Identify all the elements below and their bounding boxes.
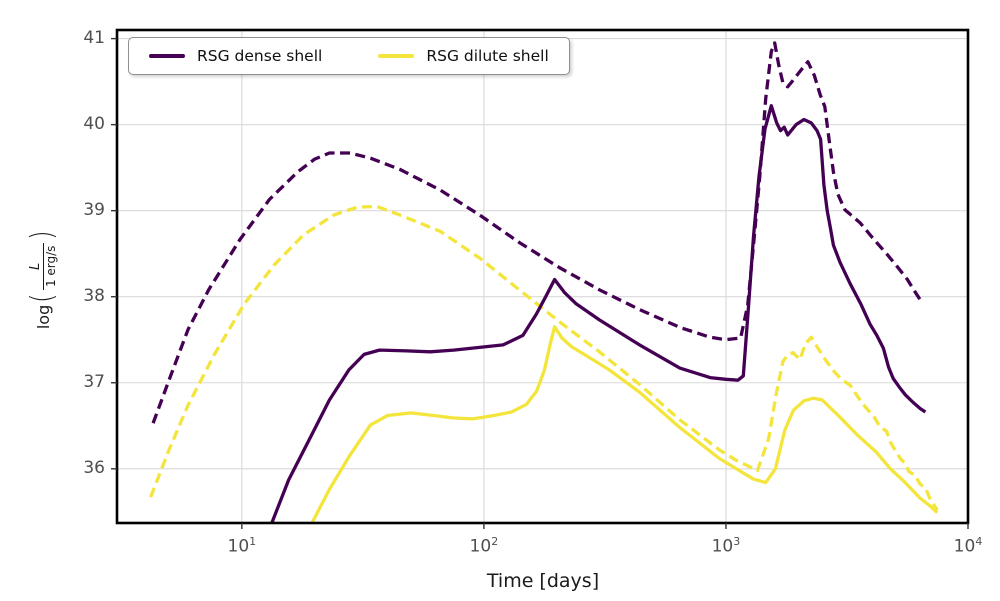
- dilute-shell-line-swatch: [378, 54, 415, 58]
- fraction-denominator: 1 erg/s: [42, 242, 58, 291]
- plot-frame: [115, 28, 970, 525]
- x-tick-label: 101: [227, 535, 257, 557]
- x-tick-label: 103: [711, 535, 741, 557]
- dense-shell-line-swatch: [149, 54, 185, 58]
- x-tick-label: 104: [953, 535, 983, 557]
- curve-rsg-dense-shell-dashed: [151, 41, 924, 424]
- open-paren: (: [25, 293, 60, 303]
- y-tick-label: 39: [83, 199, 105, 220]
- legend-label: RSG dense shell: [197, 47, 323, 65]
- legend-label: RSG dilute shell: [426, 47, 549, 65]
- curve-rsg-dense-shell-solid: [270, 104, 927, 524]
- legend-entry-dilute-shell: RSG dilute shell: [378, 47, 549, 65]
- x-tick-label: 102: [469, 535, 499, 557]
- curve-rsg-dilute-shell-solid: [310, 325, 939, 524]
- y-tick-label: 36: [83, 457, 105, 478]
- y-tick-label: 40: [83, 113, 105, 134]
- y-tick-label: 41: [83, 27, 105, 48]
- y-axis-label: log( L 1 erg/s): [25, 194, 61, 364]
- y-axis-label-prefix: log: [33, 304, 53, 330]
- x-axis-label: Time [days]: [0, 570, 1000, 592]
- y-tick-label: 37: [83, 371, 105, 392]
- close-paren: ): [25, 230, 60, 240]
- y-tick-label: 38: [83, 285, 105, 306]
- fraction-numerator: L: [27, 262, 43, 270]
- x-axis-label-text: Time [days]: [486, 570, 600, 592]
- curve-rsg-dilute-shell-dashed: [149, 204, 939, 512]
- legend: RSG dense shell RSG dilute shell: [128, 37, 570, 75]
- legend-entry-dense-shell: RSG dense shell: [149, 47, 322, 65]
